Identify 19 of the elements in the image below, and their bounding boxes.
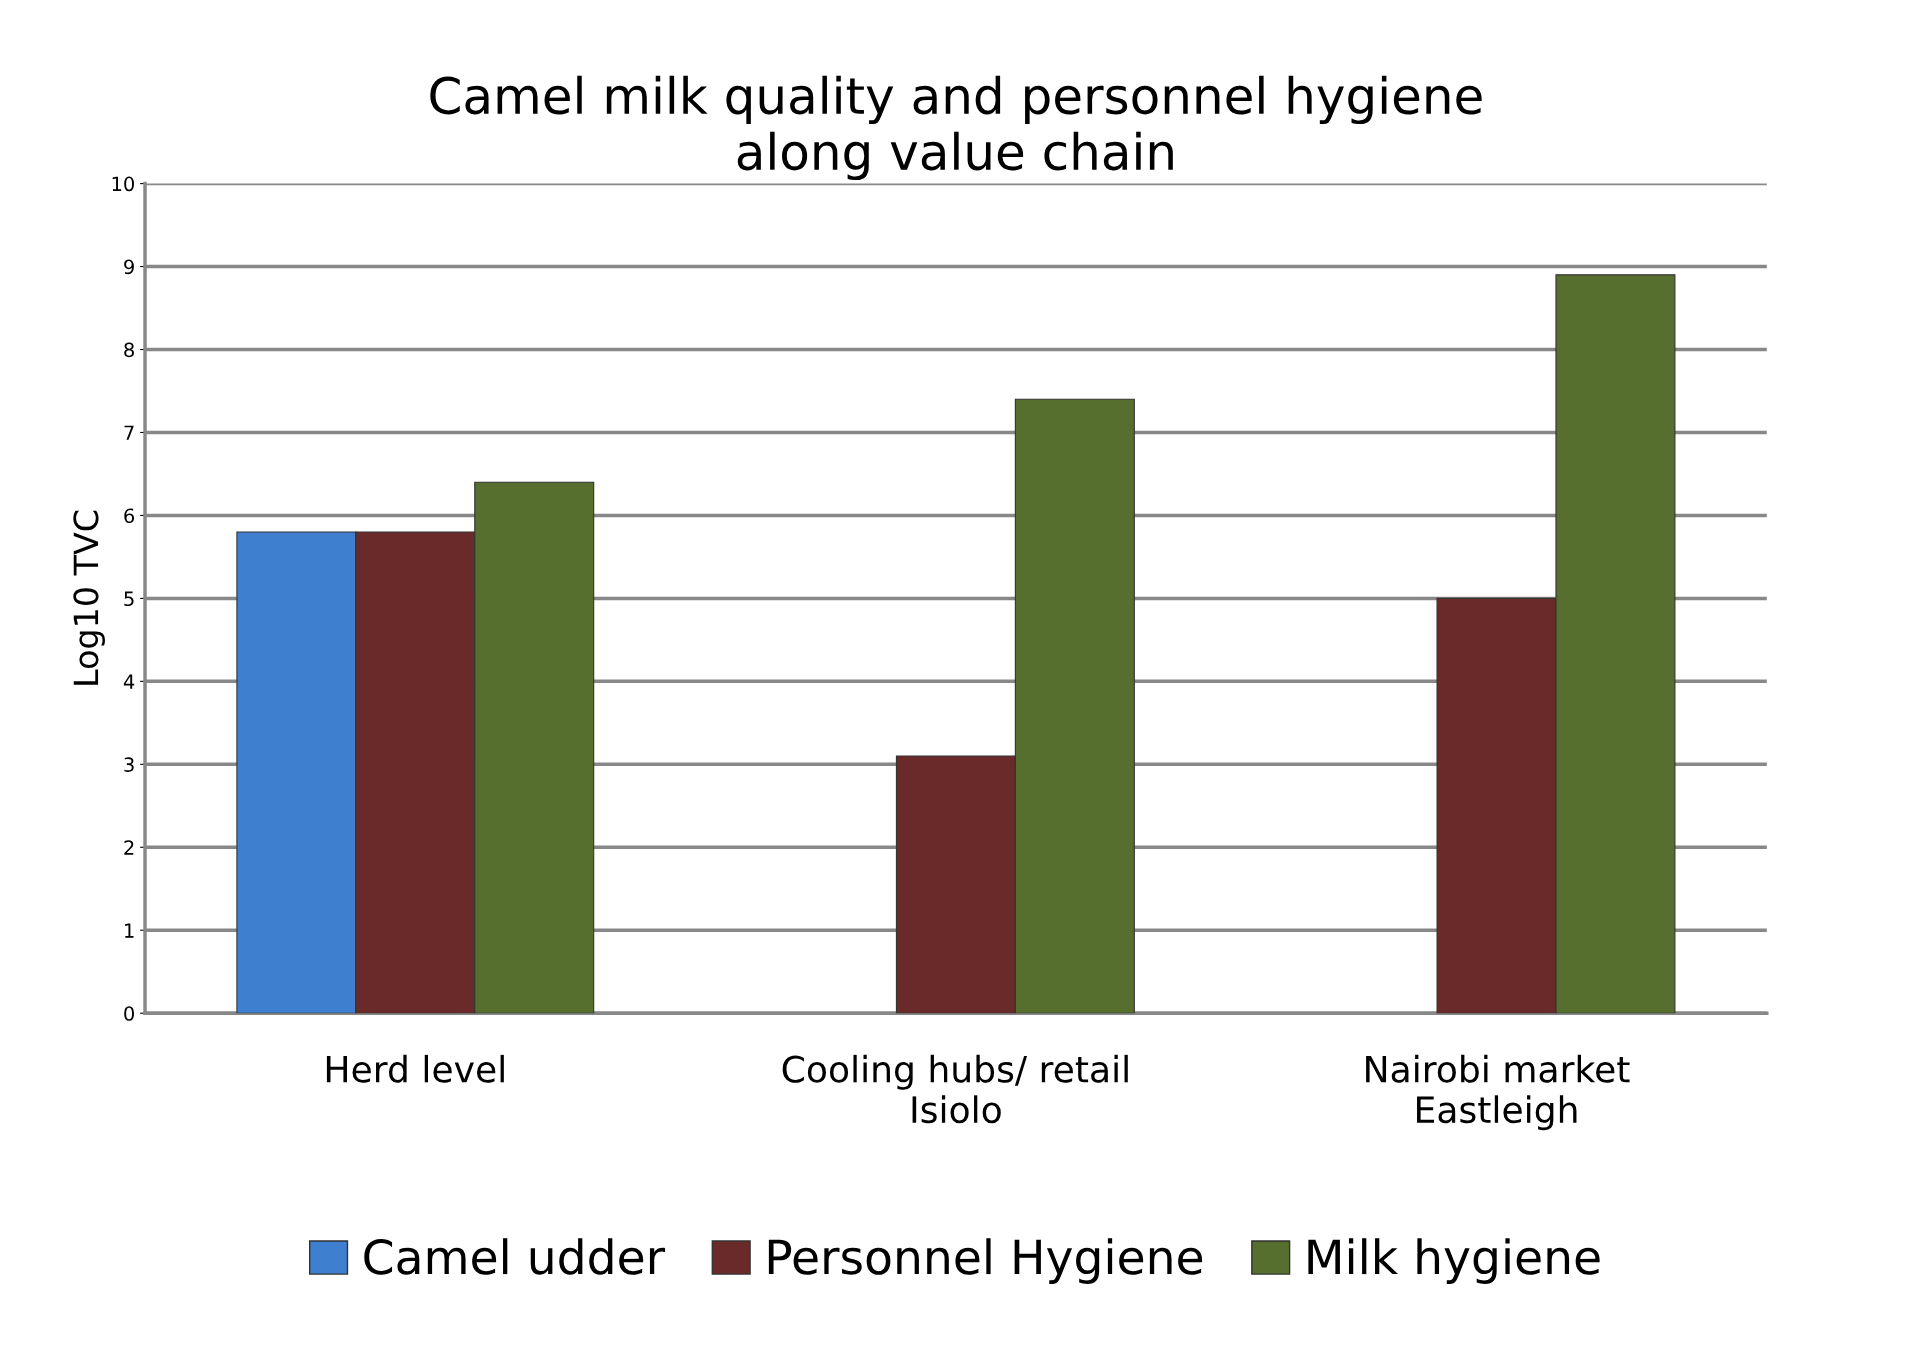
x-tick-label: Cooling hubs/ retail Isiolo — [782, 1054, 1128, 1124]
y-tick-label: 0 — [124, 1006, 134, 1021]
legend-label: Camel udder — [364, 1238, 666, 1275]
y-tick-label: 6 — [124, 508, 135, 524]
y-tick-label: 4 — [123, 674, 135, 689]
legend-label: Personnel Hygiene — [768, 1238, 1203, 1284]
y-tick-label: 2 — [124, 840, 134, 855]
y-tick-label: 3 — [124, 757, 134, 772]
legend-label: Milk hygiene — [1308, 1238, 1600, 1284]
y-tick-label: 5 — [124, 591, 134, 607]
y-tick-label: 7 — [124, 425, 134, 440]
x-tick-label: Herd level — [326, 1054, 504, 1083]
y-tick-label: 9 — [124, 259, 134, 275]
y-tick-label: 10 — [112, 176, 134, 192]
x-tick-label: Nairobi market Eastleigh — [1366, 1054, 1630, 1131]
y-axis-title: Log10 TVC — [73, 510, 105, 685]
chart-title: Camel milk quality and personnel hygiene along value chain — [430, 75, 1482, 181]
y-tick-label: 1 — [125, 923, 134, 938]
y-tick-label: 8 — [124, 342, 134, 358]
